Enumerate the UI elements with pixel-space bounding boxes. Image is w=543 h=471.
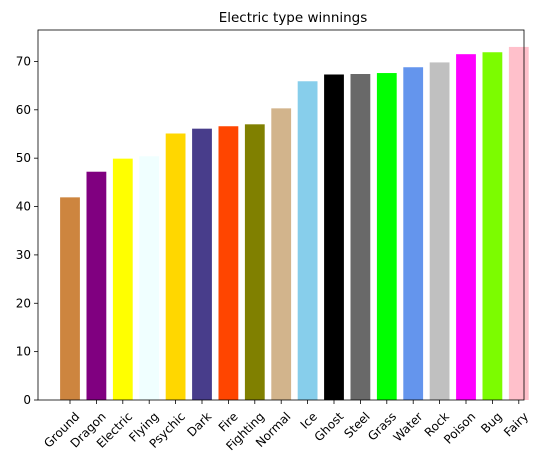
bar-ice xyxy=(297,81,318,400)
bars xyxy=(60,46,529,401)
x-tick-label-ghost: Ghost xyxy=(312,409,347,444)
y-tick-label: 10 xyxy=(16,345,31,359)
bar-dragon xyxy=(86,171,107,400)
bar-flying xyxy=(139,156,160,400)
y-tick-label: 40 xyxy=(16,200,31,214)
bar-poison xyxy=(456,54,476,400)
bar-ground xyxy=(60,197,80,400)
x-tick-label-fairy: Fairy xyxy=(501,409,531,439)
bar-psychic xyxy=(165,133,186,400)
bar-water xyxy=(403,67,424,401)
bar-dark xyxy=(192,128,212,400)
y-tick-label: 60 xyxy=(16,103,31,117)
bar-steel xyxy=(350,74,371,401)
bar-grass xyxy=(376,73,397,401)
x-tick-label-dark: Dark xyxy=(184,409,214,439)
bar-fairy xyxy=(508,46,529,401)
plot-frame xyxy=(37,29,525,401)
bar-fire xyxy=(218,126,239,401)
bar-electric xyxy=(112,158,133,400)
x-tick-label-water: Water xyxy=(391,409,426,444)
chart-title: Electric type winnings xyxy=(219,10,368,26)
bar-normal xyxy=(271,108,292,401)
y-tick-label: 0 xyxy=(23,393,31,407)
y-tick-label: 20 xyxy=(16,296,31,310)
bar-bug xyxy=(482,52,503,401)
bar-ghost xyxy=(324,74,344,400)
y-tick-label: 50 xyxy=(16,151,31,165)
y-axis: 0 10 20 30 40 50 60 70 xyxy=(16,54,38,407)
bar-fighting xyxy=(244,124,265,401)
bar-rock xyxy=(429,62,450,401)
x-tick-label-bug: Bug xyxy=(478,409,504,435)
y-tick-label: 30 xyxy=(16,248,31,262)
y-tick-label: 70 xyxy=(16,54,31,68)
